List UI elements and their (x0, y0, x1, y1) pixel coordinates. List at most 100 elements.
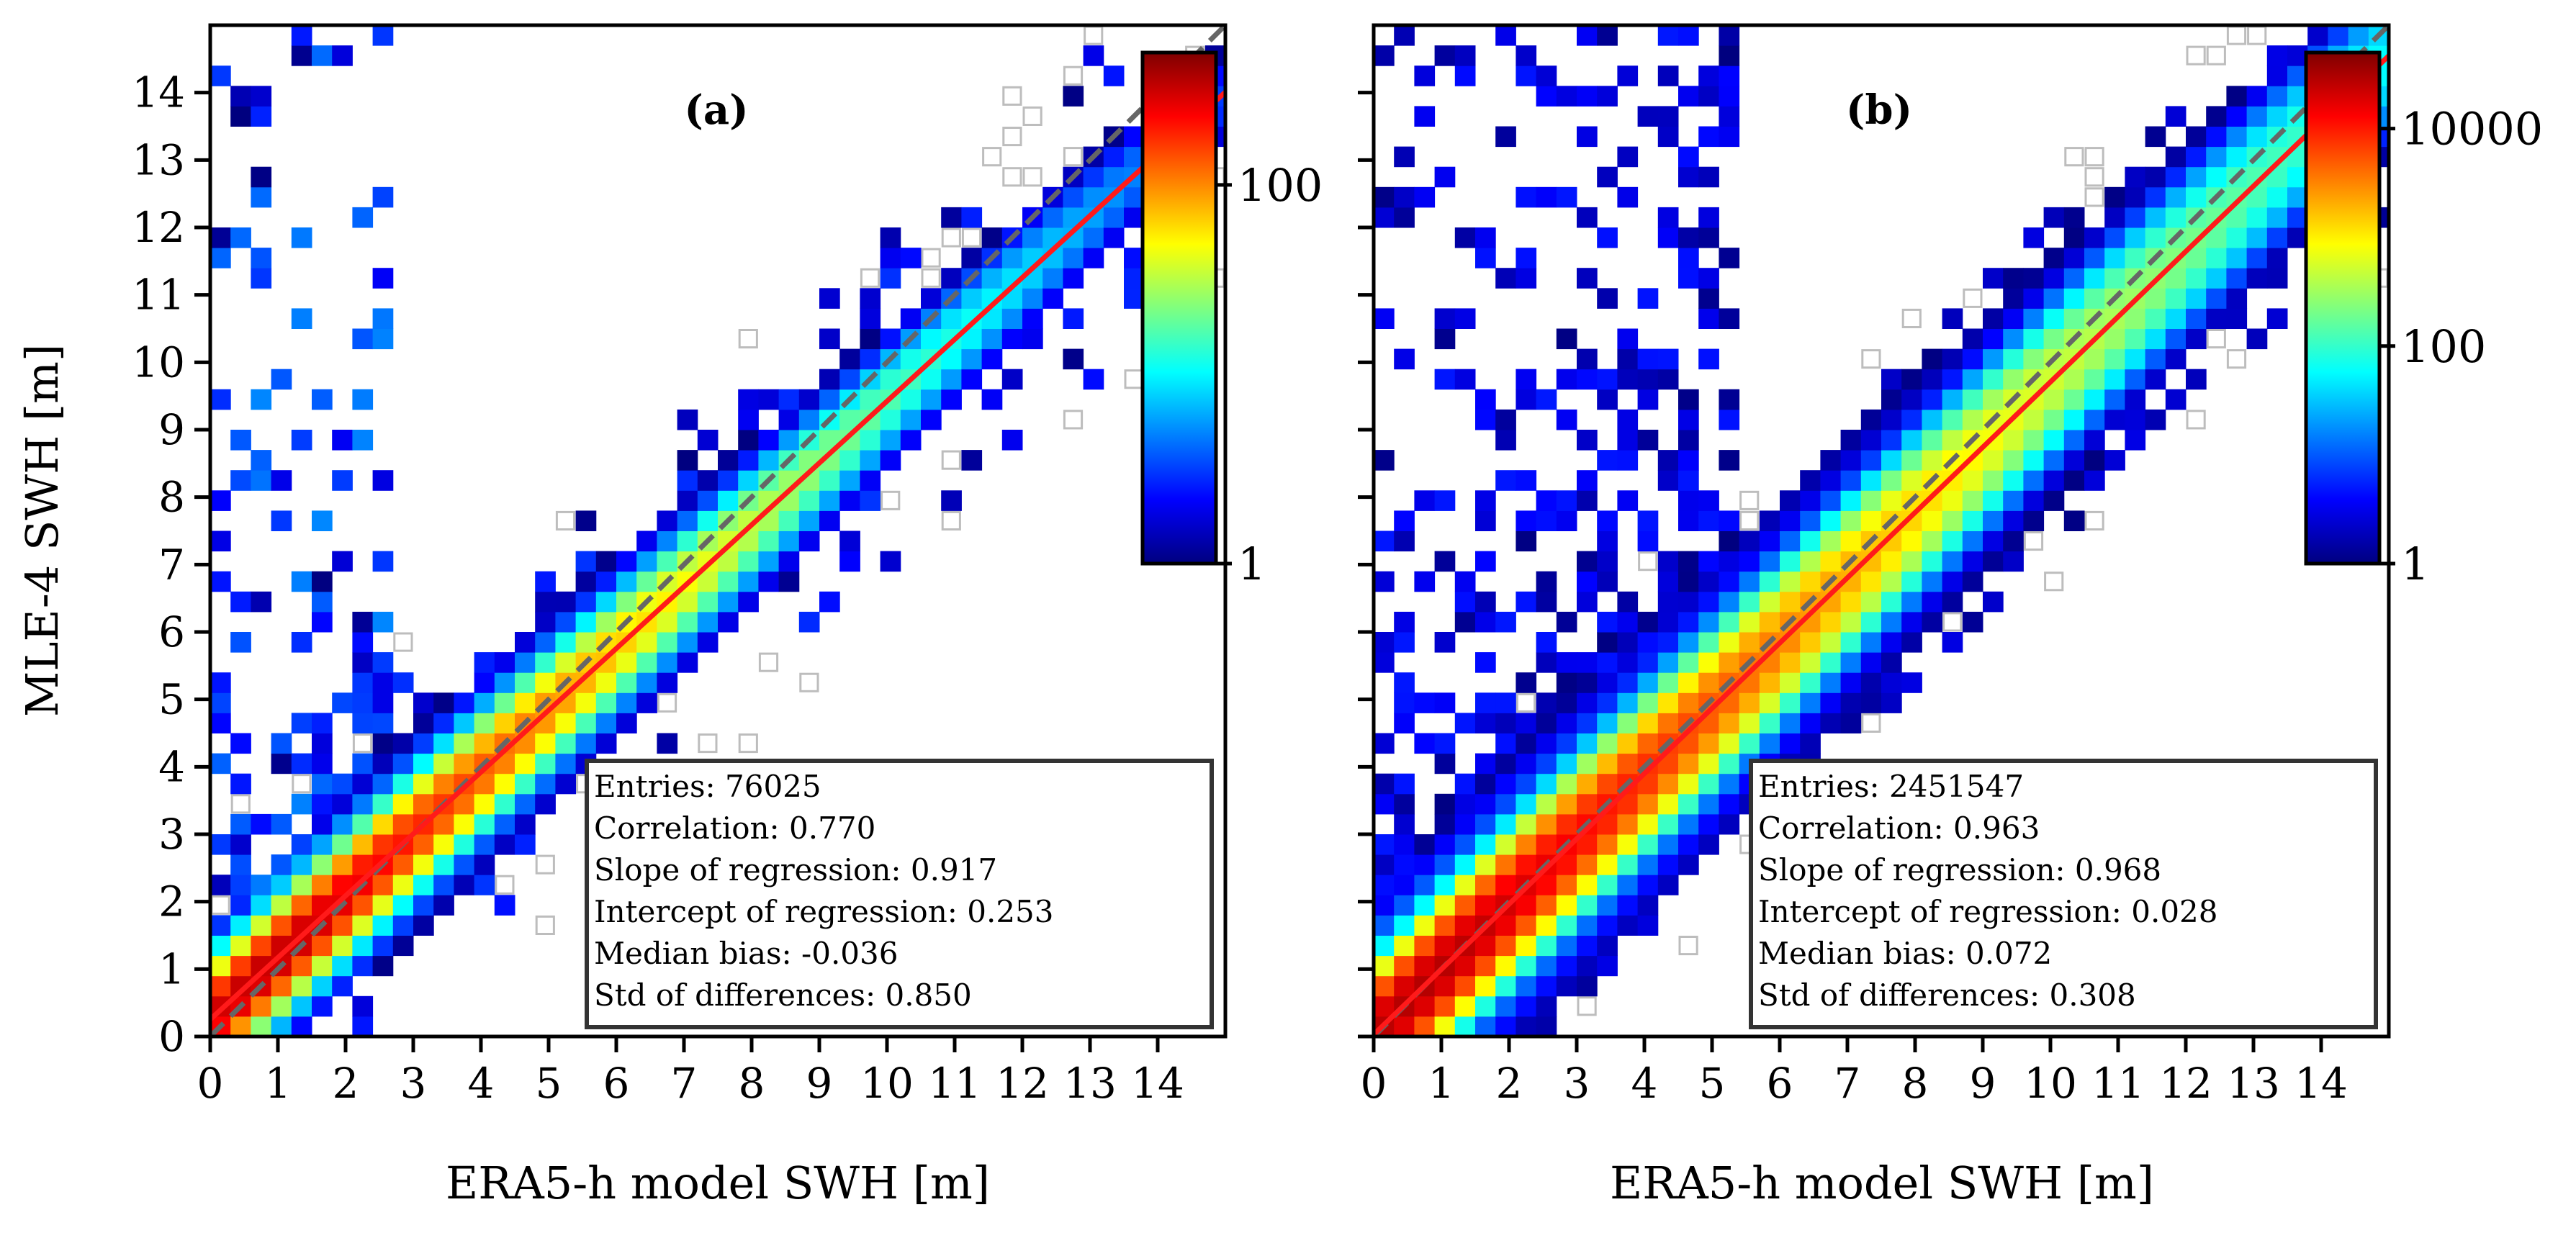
heatmap-bin (819, 389, 840, 410)
heatmap-bin (1901, 470, 1922, 491)
heatmap-bin (1942, 571, 1963, 592)
heatmap-bin (1860, 692, 1882, 713)
heatmap-bin (2084, 430, 2105, 451)
heatmap-bin (312, 753, 333, 774)
heatmap-bin (1577, 591, 1598, 613)
heatmap-bin (515, 692, 536, 713)
heatmap-bin (1698, 86, 1719, 107)
heatmap-bin (1103, 146, 1125, 168)
heatmap-bin (1922, 348, 1943, 370)
heatmap-bin (210, 227, 231, 248)
heatmap-bin (595, 713, 617, 733)
heatmap-bin (1840, 652, 1862, 673)
heatmap-bin (392, 813, 414, 835)
empty-bin-outline (352, 733, 373, 754)
heatmap-bin (2145, 126, 2166, 148)
heatmap-bin (2186, 146, 2207, 168)
stats-entries: Entries: 2451547 (1758, 769, 2024, 804)
heatmap-bin (251, 995, 272, 1017)
heatmap-bin (1983, 389, 2004, 410)
heatmap-bin (2104, 389, 2125, 410)
heatmap-bin (657, 510, 678, 531)
empty-bin-outline (2206, 329, 2226, 349)
heatmap-bin (2043, 207, 2065, 228)
heatmap-bin (1516, 591, 1537, 613)
heatmap-bin (1103, 166, 1125, 188)
heatmap-bin (1739, 692, 1760, 713)
heatmap-bin (1597, 955, 1618, 977)
heatmap-bin (1759, 510, 1780, 531)
heatmap-bin (1577, 915, 1598, 936)
empty-bin-outline (230, 794, 251, 814)
heatmap-bin (860, 348, 881, 370)
heatmap-bin (1374, 450, 1395, 471)
heatmap-bin (1860, 409, 1882, 430)
heatmap-bin (1454, 45, 1476, 66)
heatmap-bin (1881, 652, 1902, 673)
heatmap-bin (1597, 611, 1618, 633)
empty-bin-outline (921, 248, 941, 268)
empty-bin-outline (941, 510, 961, 531)
heatmap-bin (1637, 530, 1659, 552)
heatmap-bin (2023, 288, 2045, 309)
empty-bin-outline (1063, 410, 1084, 430)
heatmap-bin (1617, 875, 1639, 895)
stats-box: Entries: 76025 Correlation: 0.770 Slope … (585, 759, 1214, 1029)
heatmap-bin (494, 895, 515, 916)
heatmap-bin (230, 733, 251, 754)
heatmap-bin (1617, 854, 1639, 875)
heatmap-bin (1698, 611, 1719, 633)
heatmap-bin (819, 591, 840, 613)
heatmap-bin (230, 875, 251, 895)
heatmap-bin (657, 652, 678, 673)
heatmap-bin (1414, 106, 1436, 127)
heatmap-bin (1556, 753, 1577, 774)
heatmap-bin (352, 207, 374, 228)
heatmap-bin (1678, 248, 1699, 268)
heatmap-bin (1881, 611, 1902, 633)
empty-bin-outline (1516, 692, 1536, 713)
heatmap-bin (2328, 25, 2349, 46)
heatmap-bin (352, 753, 374, 774)
heatmap-bin (372, 672, 394, 693)
heatmap-bin (392, 935, 414, 957)
heatmap-bin (718, 611, 739, 633)
heatmap-bin (1800, 470, 1821, 491)
heatmap-bin (697, 470, 719, 491)
heatmap-bin (494, 672, 515, 693)
heatmap-bin (1536, 895, 1557, 916)
heatmap-bin (1495, 733, 1516, 754)
heatmap-bin (1475, 409, 1496, 430)
heatmap-bin (332, 692, 353, 713)
heatmap-bin (413, 733, 434, 754)
empty-bin-outline (210, 895, 230, 915)
heatmap-bin (2063, 470, 2085, 491)
heatmap-bin (1617, 753, 1639, 774)
heatmap-bin (1374, 207, 1395, 228)
heatmap-bin (271, 369, 292, 390)
heatmap-bin (1739, 591, 1760, 613)
heatmap-bin (1637, 834, 1659, 855)
heatmap-bin (494, 652, 515, 673)
heatmap-bin (251, 450, 272, 471)
heatmap-bin (2226, 227, 2248, 248)
heatmap-bin (1556, 86, 1577, 107)
heatmap-bin (1597, 288, 1618, 309)
heatmap-bin (1556, 733, 1577, 754)
heatmap-bin (332, 935, 353, 957)
heatmap-bin (1516, 713, 1537, 733)
heatmap-bin (332, 915, 353, 936)
heatmap-bin (1942, 551, 1963, 572)
heatmap-bin (1495, 875, 1516, 895)
x-tick-label: 7 (671, 1059, 698, 1108)
empty-bin-outline (555, 510, 576, 531)
heatmap-bin (657, 733, 678, 754)
x-tick-label: 9 (1970, 1059, 1996, 1108)
heatmap-bin (2206, 166, 2227, 188)
heatmap-bin (819, 328, 840, 350)
heatmap-bin (494, 692, 515, 713)
heatmap-bin (900, 430, 922, 451)
heatmap-bin (2104, 348, 2125, 370)
heatmap-bin (1434, 45, 1456, 66)
heatmap-bin (1577, 571, 1598, 592)
